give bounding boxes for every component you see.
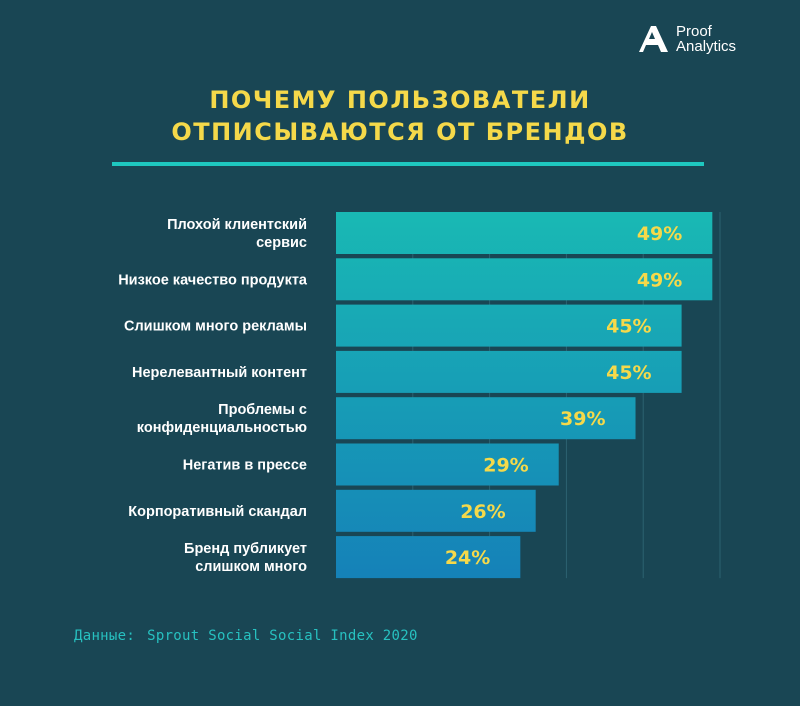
- value-label: 39%: [560, 408, 605, 430]
- category-label-line: Нерелевантный контент: [132, 365, 307, 381]
- category-label: Проблемы с конфиденциальностью: [137, 402, 307, 436]
- bar: [336, 489, 536, 532]
- page-title: ПОЧЕМУ ПОЛЬЗОВАТЕЛИ ОТПИСЫВАЮТСЯ ОТ БРЕН…: [0, 84, 800, 148]
- bar: [336, 350, 682, 393]
- bar: [336, 536, 521, 579]
- value-label: 49%: [637, 223, 682, 245]
- data-source: Данные: Sprout Social Social Index 2020: [74, 628, 418, 644]
- logo-wordmark: Proof Analytics: [676, 24, 736, 54]
- category-label: Корпоративный скандал: [128, 504, 307, 520]
- category-label-line: Проблемы с: [218, 402, 307, 418]
- value-label: 45%: [606, 362, 651, 384]
- value-label: 49%: [637, 269, 682, 291]
- title-line-1: ПОЧЕМУ ПОЛЬЗОВАТЕЛИ: [209, 86, 591, 114]
- bar: [336, 397, 636, 440]
- bar: [336, 212, 713, 254]
- bar: [336, 304, 682, 347]
- category-label-line: слишком много: [195, 559, 307, 575]
- category-label: Негатив в прессе: [183, 458, 307, 474]
- brand-logo: Proof Analytics: [636, 24, 736, 54]
- category-label-line: Плохой клиентский: [167, 217, 307, 233]
- source-prefix: Данные:: [74, 628, 136, 644]
- category-label-line: Слишком много рекламы: [124, 319, 307, 335]
- category-label-line: Негатив в прессе: [183, 458, 307, 474]
- category-label: Низкое качество продукта: [118, 272, 308, 288]
- value-label: 24%: [445, 547, 490, 569]
- source-text: Sprout Social Social Index 2020: [147, 628, 418, 644]
- value-label: 29%: [483, 455, 528, 477]
- category-label-line: Низкое качество продукта: [118, 272, 308, 288]
- title-line-2: ОТПИСЫВАЮТСЯ ОТ БРЕНДОВ: [171, 118, 629, 146]
- category-label-line: сервис: [256, 235, 307, 251]
- bar: [336, 258, 713, 301]
- category-labels: Плохой клиентский сервис Низкое качество п…: [118, 217, 308, 575]
- title-underline: [112, 162, 704, 166]
- logo-line-1: Proof: [676, 23, 712, 40]
- bar: [336, 443, 559, 486]
- value-label: 45%: [606, 316, 651, 338]
- letter-a-logo-icon: [639, 26, 668, 52]
- value-label: 26%: [460, 501, 505, 523]
- category-label: Слишком много рекламы: [124, 319, 307, 335]
- category-label: Плохой клиентский сервис: [167, 217, 307, 251]
- category-label-line: Бренд публикует: [184, 541, 307, 557]
- bars: [336, 212, 713, 579]
- logo-line-2: Analytics: [676, 38, 737, 55]
- category-label: Бренд публикует слишком много: [184, 541, 307, 575]
- category-label: Нерелевантный контент: [132, 365, 307, 381]
- category-label-line: конфиденциальностью: [137, 420, 307, 436]
- value-labels: 49% 49% 45% 45% 39% 29% 26% 24%: [445, 223, 682, 569]
- category-label-line: Корпоративный скандал: [128, 504, 307, 520]
